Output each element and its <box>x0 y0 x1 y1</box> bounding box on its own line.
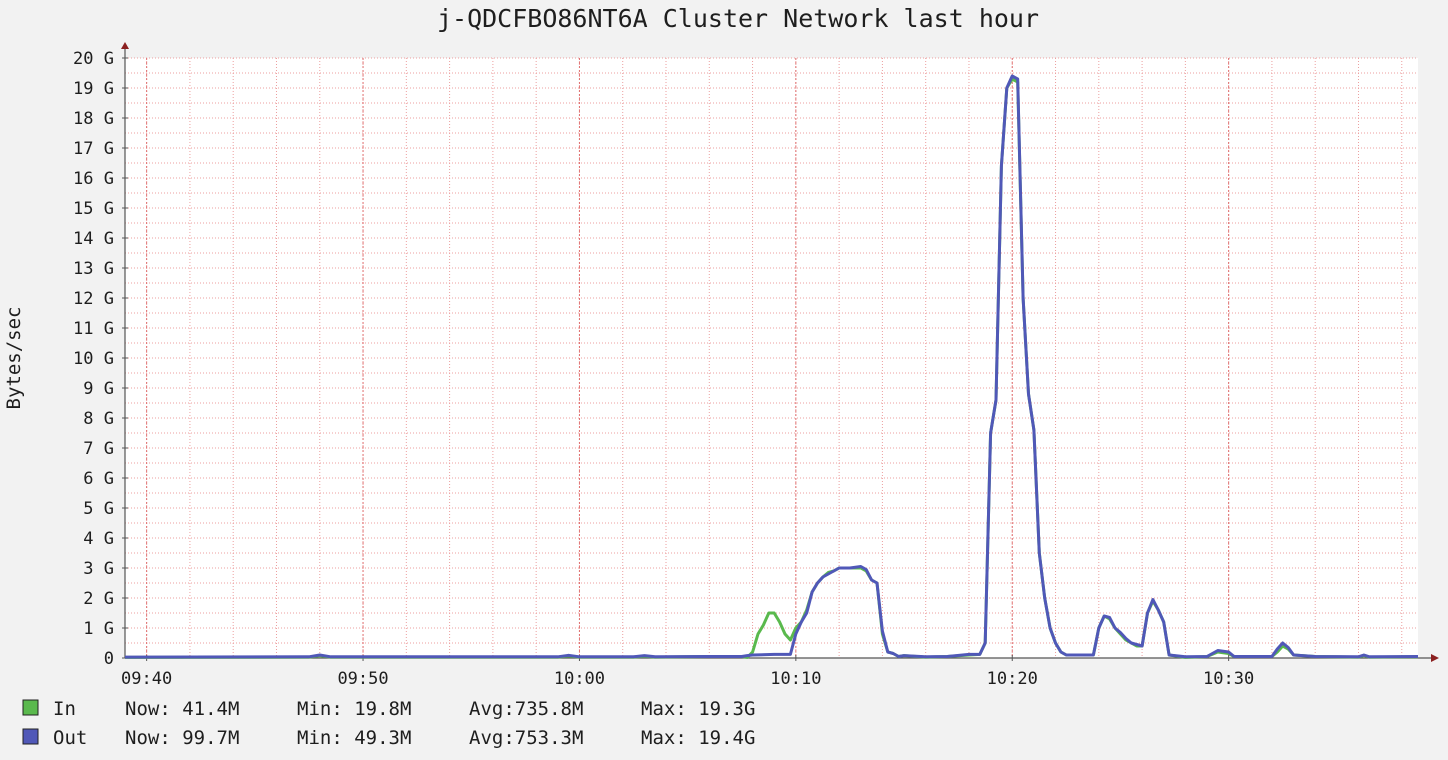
legend-swatch-in <box>22 699 39 716</box>
y-tick-label: 14 G <box>73 229 114 249</box>
y-tick-label: 2 G <box>83 589 114 609</box>
y-tick-label: 1 G <box>83 619 114 639</box>
x-tick-label: 10:00 <box>554 669 605 689</box>
y-tick-label: 6 G <box>83 469 114 489</box>
x-tick-label: 10:30 <box>1203 669 1254 689</box>
chart-grid <box>125 57 1418 659</box>
y-tick-label: 12 G <box>73 289 114 309</box>
x-tick-label: 09:50 <box>337 669 388 689</box>
plot-background <box>125 58 1418 658</box>
series-line-out <box>124 74 1419 659</box>
legend-avg: Avg:735.8M <box>469 698 583 720</box>
y-tick-label: 4 G <box>83 529 114 549</box>
y-tick-label: 9 G <box>83 379 114 399</box>
legend-series-name: Out <box>53 727 87 749</box>
legend-min: Min: 19.8M <box>297 698 411 720</box>
x-tick-label: 10:10 <box>770 669 821 689</box>
y-tick-label: 3 G <box>83 559 114 579</box>
chart-legend: In Now: 41.4M Min: 19.8M Avg:735.8M Max: 19.… <box>22 698 755 749</box>
legend-max: Max: 19.3G <box>641 698 755 720</box>
legend-swatch-out <box>22 728 39 745</box>
x-axis-arrow <box>1431 654 1439 662</box>
y-tick-label: 7 G <box>83 439 114 459</box>
y-tick-label: 15 G <box>73 199 114 219</box>
y-axis-label: Bytes/sec <box>3 307 25 410</box>
chart-title: j-QDCFBO86NT6A Cluster Network last hour <box>437 4 1039 33</box>
y-tick-label: 19 G <box>73 79 114 99</box>
legend-avg: Avg:753.3M <box>469 727 583 749</box>
legend-now: Now: 99.7M <box>125 727 239 749</box>
y-tick-label: 16 G <box>73 169 114 189</box>
y-tick-label: 18 G <box>73 109 114 129</box>
legend-min: Min: 49.3M <box>297 727 411 749</box>
y-tick-label: 13 G <box>73 259 114 279</box>
y-tick-label: 10 G <box>73 349 114 369</box>
legend-now: Now: 41.4M <box>125 698 239 720</box>
y-tick-label: 17 G <box>73 139 114 159</box>
y-tick-label: 0 <box>104 649 114 669</box>
legend-series-name: In <box>53 698 76 720</box>
y-axis-arrow <box>121 42 129 49</box>
legend-max: Max: 19.4G <box>641 727 755 749</box>
x-tick-label: 10:20 <box>987 669 1038 689</box>
chart-series <box>124 74 1419 659</box>
y-tick-label: 11 G <box>73 319 114 339</box>
y-tick-label: 5 G <box>83 499 114 519</box>
y-tick-label: 8 G <box>83 409 114 429</box>
x-tick-label: 09:40 <box>121 669 172 689</box>
y-tick-label: 20 G <box>73 49 114 69</box>
